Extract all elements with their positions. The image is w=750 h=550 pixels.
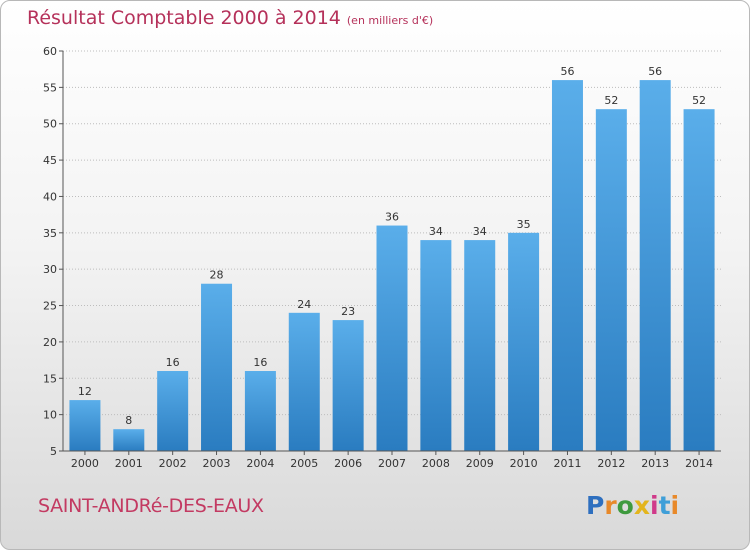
bar-2006 — [332, 320, 364, 451]
data-label-2000: 12 — [78, 385, 92, 398]
bar-2012 — [595, 109, 627, 451]
data-label-2005: 24 — [297, 298, 311, 311]
y-tick-label: 45 — [43, 154, 57, 167]
x-tick-label-2007: 2007 — [378, 457, 406, 470]
y-tick-label: 30 — [43, 263, 57, 276]
bar-2000 — [69, 400, 101, 451]
bar-2014 — [683, 109, 715, 451]
bar-2008 — [420, 240, 452, 451]
x-tick-label-2009: 2009 — [466, 457, 494, 470]
bar-2011 — [551, 80, 583, 451]
y-tick-label: 40 — [43, 190, 57, 203]
y-tick-label: 5 — [50, 445, 57, 458]
x-tick-label-2005: 2005 — [290, 457, 318, 470]
proxiti-logo: Proxiti — [586, 491, 679, 520]
bar-2009 — [464, 240, 496, 451]
logo-letter: P — [586, 491, 605, 520]
chart-title: Résultat Comptable 2000 à 2014 (en millie… — [27, 7, 433, 29]
data-label-2004: 16 — [253, 356, 267, 369]
bar-2007 — [376, 225, 408, 451]
x-tick-label-2013: 2013 — [641, 457, 669, 470]
data-label-2002: 16 — [166, 356, 180, 369]
data-label-2013: 56 — [648, 65, 662, 78]
data-label-2011: 56 — [560, 65, 574, 78]
y-tick-label: 60 — [43, 45, 57, 58]
bar-2013 — [639, 80, 671, 451]
x-tick-label-2006: 2006 — [334, 457, 362, 470]
data-label-2010: 35 — [517, 218, 531, 231]
logo-letter: t — [658, 491, 671, 520]
logo-letter: r — [604, 491, 617, 520]
data-label-2003: 28 — [210, 269, 224, 282]
data-label-2009: 34 — [473, 225, 487, 238]
logo-letter: o — [616, 491, 634, 520]
data-label-2006: 23 — [341, 305, 355, 318]
x-tick-label-2000: 2000 — [71, 457, 99, 470]
y-tick-label: 10 — [43, 409, 57, 422]
logo-letter: i — [650, 491, 659, 520]
bar-2001 — [113, 429, 145, 451]
x-tick-label-2001: 2001 — [115, 457, 143, 470]
bar-2004 — [244, 371, 276, 451]
data-label-2012: 52 — [604, 94, 618, 107]
bar-2003 — [201, 283, 233, 451]
bar-2010 — [508, 232, 540, 451]
x-tick-label-2010: 2010 — [510, 457, 538, 470]
x-tick-label-2002: 2002 — [159, 457, 187, 470]
y-tick-label: 20 — [43, 336, 57, 349]
data-label-2014: 52 — [692, 94, 706, 107]
commune-name: SAINT-ANDRé-DES-EAUX — [38, 495, 264, 517]
data-label-2008: 34 — [429, 225, 443, 238]
chart-unit: (en milliers d'€) — [346, 14, 434, 27]
y-tick-label: 25 — [43, 300, 57, 313]
x-tick-label-2011: 2011 — [553, 457, 581, 470]
y-tick-label: 55 — [43, 81, 57, 94]
x-tick-label-2004: 2004 — [246, 457, 274, 470]
data-label-2001: 8 — [125, 414, 132, 427]
y-tick-label: 15 — [43, 372, 57, 385]
bar-2002 — [157, 371, 189, 451]
x-tick-label-2008: 2008 — [422, 457, 450, 470]
logo-letter: x — [633, 491, 650, 520]
x-tick-label-2003: 2003 — [203, 457, 231, 470]
chart-title-text: Résultat Comptable 2000 à 2014 — [27, 7, 341, 29]
y-tick-label: 35 — [43, 227, 57, 240]
logo-letter: i — [670, 491, 680, 520]
x-tick-label-2012: 2012 — [597, 457, 625, 470]
x-tick-label-2014: 2014 — [685, 457, 713, 470]
bar-2005 — [288, 312, 320, 451]
y-tick-label: 50 — [43, 118, 57, 131]
data-label-2007: 36 — [385, 211, 399, 224]
